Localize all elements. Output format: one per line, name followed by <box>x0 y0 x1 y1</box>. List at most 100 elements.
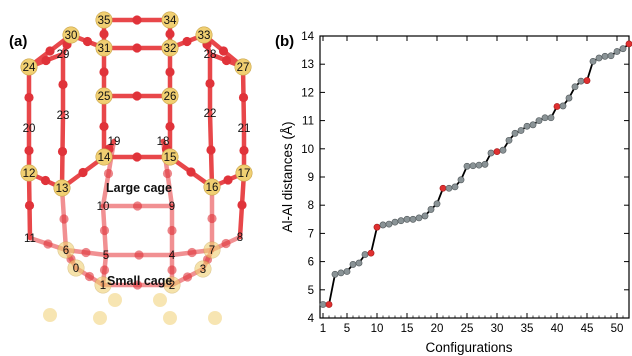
data-point <box>505 136 513 144</box>
al-atom <box>161 87 179 105</box>
data-point <box>517 127 525 134</box>
atom-index-label: 24 <box>23 62 36 74</box>
data-point <box>337 269 345 277</box>
atom-index-label: 4 <box>169 250 176 262</box>
atom-index-label: 9 <box>169 201 175 213</box>
oxygen-atom <box>99 121 109 132</box>
data-point <box>523 122 531 130</box>
y-tick-label: 7 <box>308 228 314 240</box>
data-point <box>403 215 411 223</box>
y-tick-label: 8 <box>308 200 314 212</box>
atom-index-label: 32 <box>164 43 177 55</box>
oxygen-atom <box>103 168 114 179</box>
al-atom <box>163 276 181 294</box>
atom-index-label: 2 <box>169 280 175 292</box>
y-axis-label: Al-Al distances (Å) <box>280 121 295 232</box>
atom-index-label: 18 <box>157 136 170 148</box>
atom-index-label: 1 <box>100 280 106 292</box>
atom-index-label: 3 <box>200 264 206 276</box>
highlighted-data-point <box>325 301 333 308</box>
al-atom <box>163 311 177 325</box>
oxygen-atom <box>221 55 232 66</box>
oxygen-atom <box>132 152 142 162</box>
al-atom <box>93 311 107 325</box>
oxygen-atom <box>134 250 144 260</box>
data-point <box>541 114 549 122</box>
panel-b-label: (b) <box>275 33 294 50</box>
data-point <box>607 52 615 60</box>
al-atom <box>20 58 38 76</box>
x-tick-label: 10 <box>371 323 384 335</box>
al-atom <box>95 39 113 57</box>
atom-index-label: 34 <box>164 15 177 27</box>
oxygen-atom <box>99 265 110 275</box>
atom-index-label: 6 <box>63 245 69 257</box>
oxygen-atom <box>24 92 34 103</box>
oxygen-atom <box>40 175 51 186</box>
data-point <box>361 251 369 258</box>
data-point <box>535 117 543 124</box>
oxygen-atom <box>99 225 110 236</box>
al-atom <box>94 276 112 294</box>
atom-index-label: 15 <box>164 152 177 164</box>
oxygen-atom <box>57 146 68 157</box>
atom-index-label: 20 <box>23 123 36 135</box>
oxygen-atom <box>58 79 68 90</box>
data-point <box>595 54 603 62</box>
x-tick-label: 5 <box>344 323 350 335</box>
data-point <box>445 184 453 192</box>
data-point <box>589 57 597 65</box>
data-point <box>427 206 435 213</box>
highlighted-data-point <box>439 184 447 192</box>
al-atom <box>67 259 85 277</box>
al-atom <box>161 11 179 29</box>
y-tick-label: 5 <box>308 285 314 297</box>
highlighted-data-point <box>553 103 561 110</box>
oxygen-atom <box>167 265 177 275</box>
data-point <box>397 217 405 225</box>
data-point <box>385 220 393 228</box>
data-point <box>421 212 429 220</box>
data-point <box>391 218 399 226</box>
oxygen-atom <box>24 145 34 156</box>
oxygen-atom <box>186 167 196 177</box>
data-point <box>355 259 363 267</box>
panel-a-label: (a) <box>9 33 27 50</box>
atom-index-label: 16 <box>206 182 219 194</box>
al-atom <box>53 179 71 197</box>
oxygen-atom <box>81 247 91 258</box>
al-atom <box>161 148 179 166</box>
x-tick-label: 35 <box>521 323 534 335</box>
atom-index-label: 26 <box>164 91 177 103</box>
oxygen-atom <box>239 145 249 156</box>
oxygen-atom <box>132 280 143 290</box>
y-tick-label: 9 <box>308 172 314 184</box>
atom-index-label: 23 <box>57 110 70 122</box>
al-atom <box>203 241 221 259</box>
data-point <box>469 162 477 170</box>
x-tick-label: 50 <box>611 323 624 335</box>
oxygen-atom <box>132 43 142 53</box>
data-point <box>529 121 537 129</box>
highlighted-data-point <box>367 249 375 257</box>
oxygen-atom <box>82 36 93 47</box>
data-point <box>415 214 423 222</box>
atom-index-label: 11 <box>24 233 36 245</box>
oxygen-atom <box>99 29 109 39</box>
x-tick-label: 20 <box>431 323 444 335</box>
al-atom <box>108 293 122 307</box>
atom-index-label: 31 <box>98 43 111 55</box>
atom-index-label: 7 <box>209 245 215 257</box>
al-atom <box>95 87 113 105</box>
oxygen-atom <box>206 145 216 155</box>
y-tick-label: 4 <box>308 313 315 325</box>
atom-index-label: 30 <box>65 30 78 42</box>
data-point <box>511 129 519 137</box>
oxygen-atom <box>24 200 35 211</box>
oxygen-atom <box>207 213 217 224</box>
x-tick-label: 40 <box>551 323 564 335</box>
atom-index-label: 29 <box>57 49 70 61</box>
al-atom <box>43 308 57 322</box>
data-point <box>349 261 357 268</box>
